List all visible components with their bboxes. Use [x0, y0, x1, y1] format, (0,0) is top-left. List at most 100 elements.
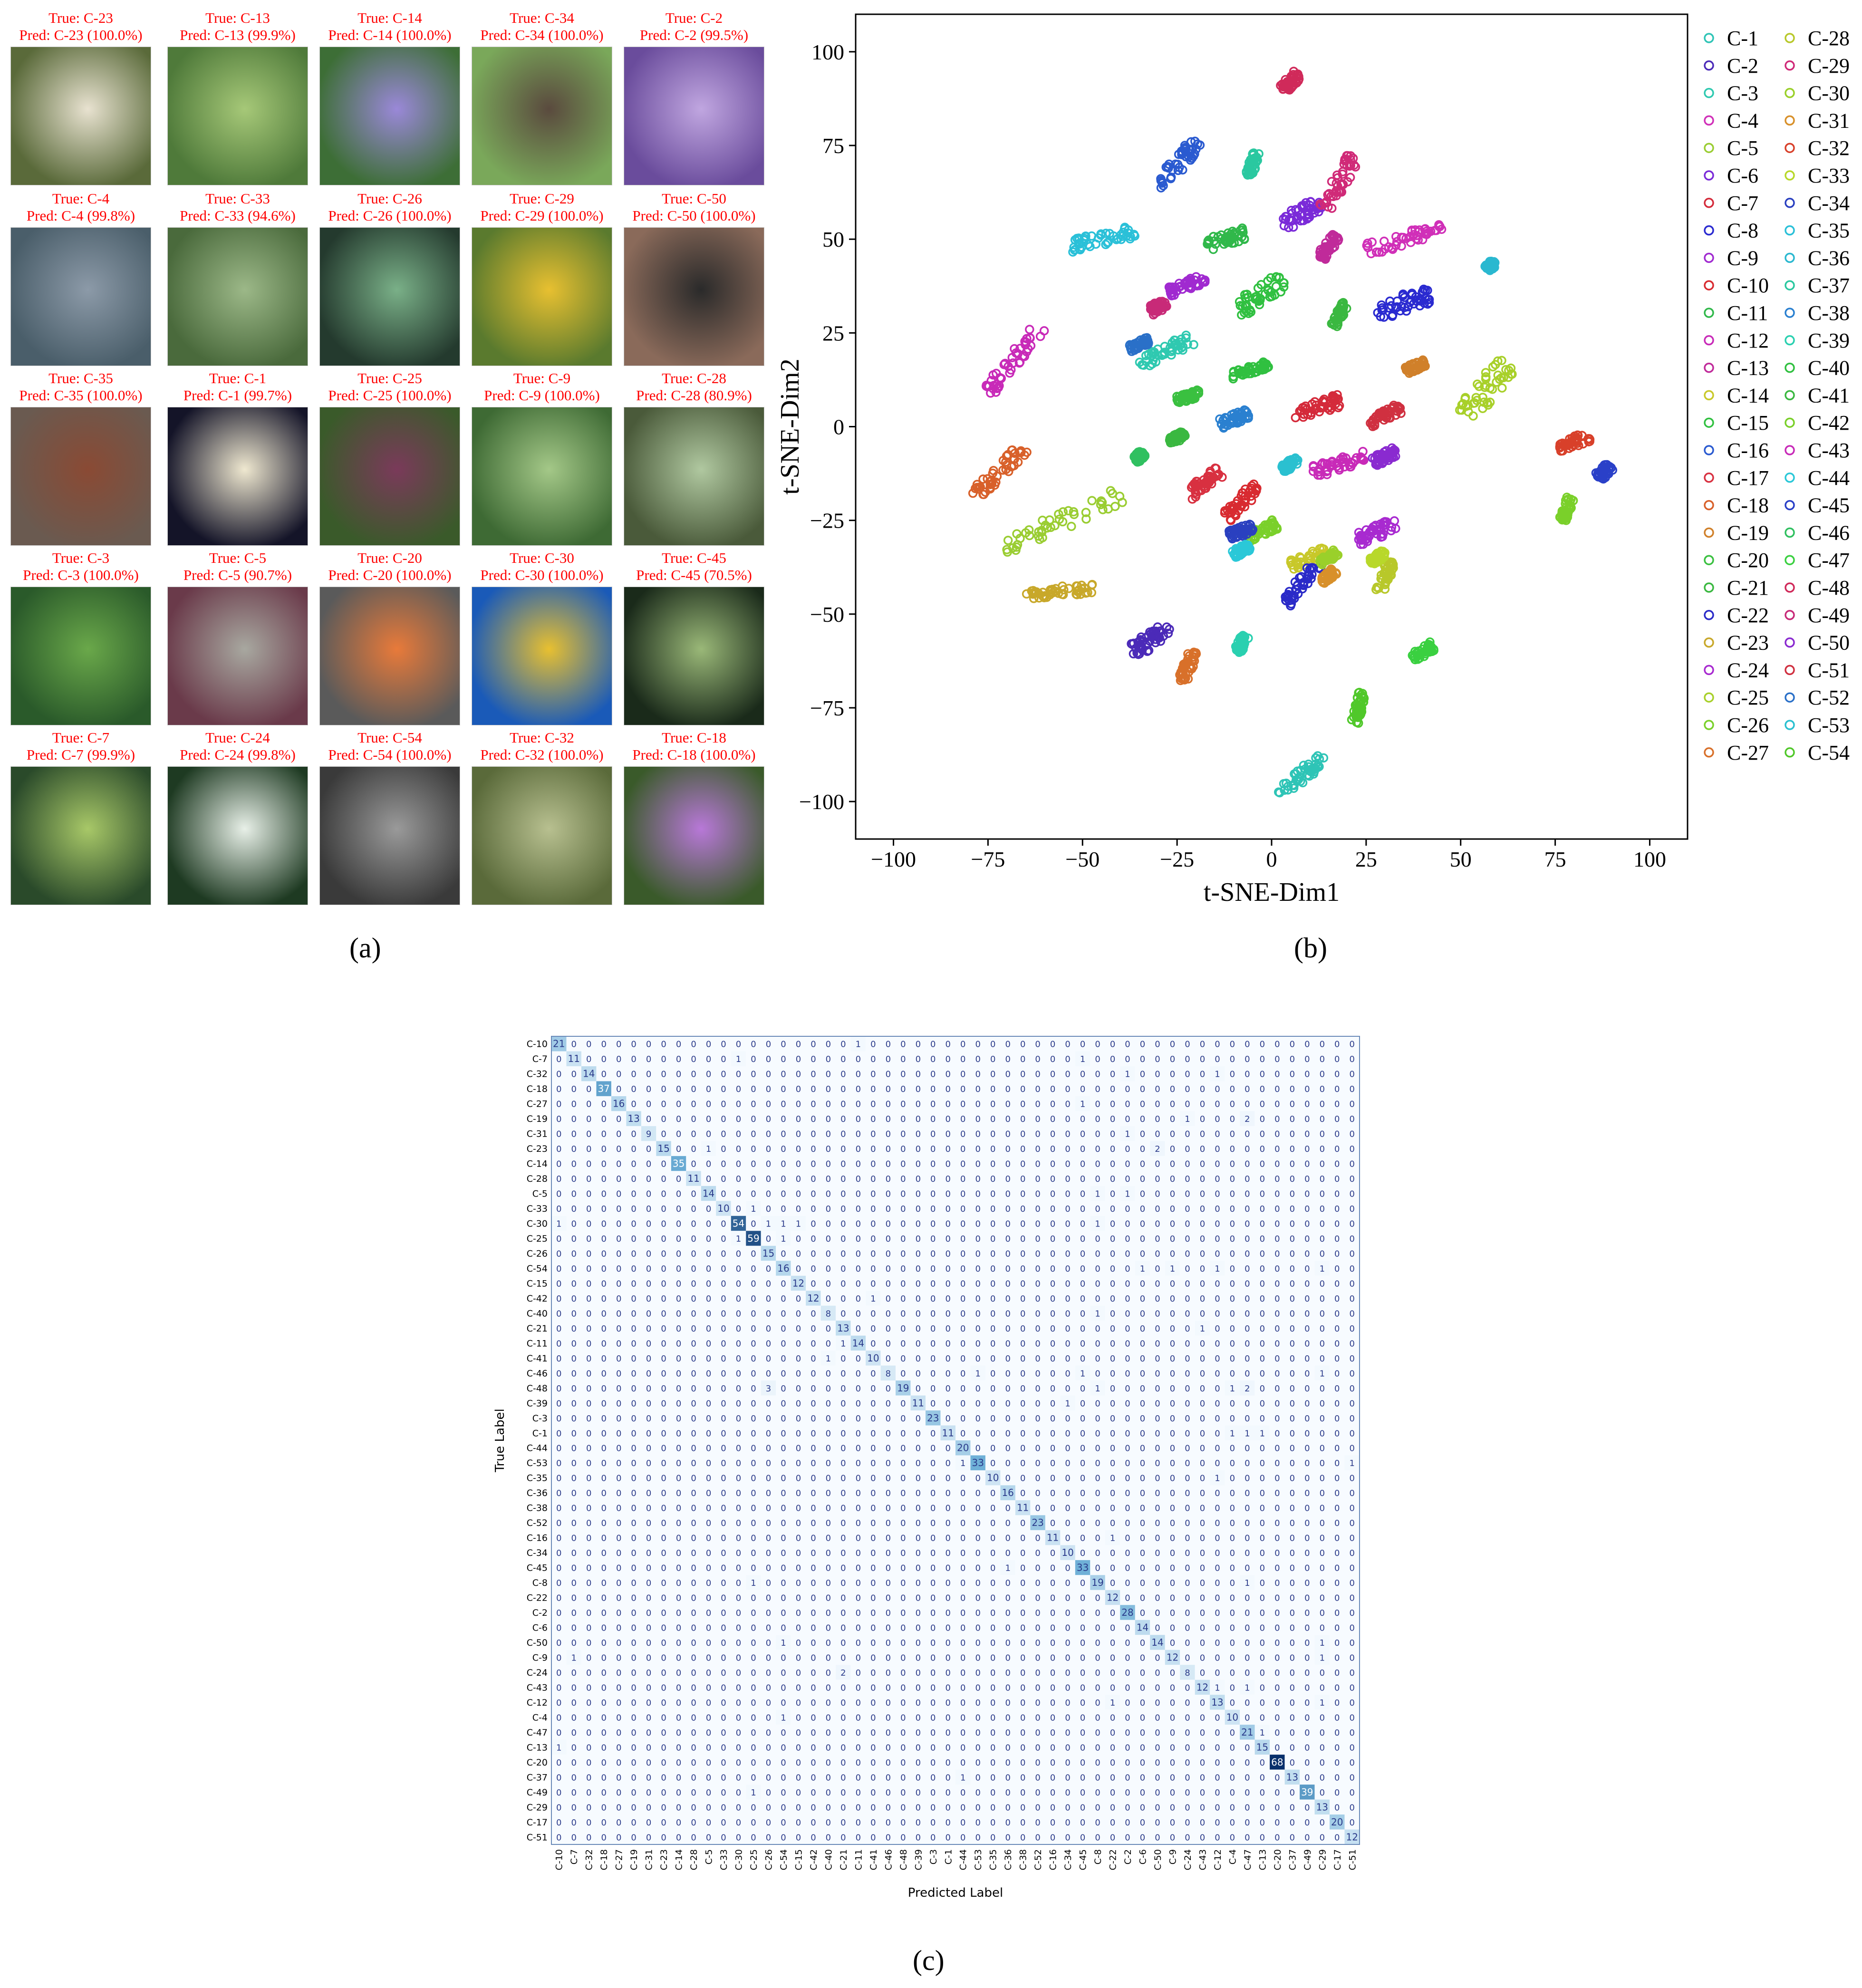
matrix-cell	[1135, 1036, 1150, 1052]
cluster-c-13	[1315, 230, 1343, 264]
x-tick-label: −25	[1160, 847, 1194, 871]
cell-value: 0	[1170, 1040, 1175, 1050]
cell-value: 0	[840, 1294, 846, 1304]
cluster-c-50	[1368, 443, 1400, 470]
cell-value: 0	[766, 1054, 771, 1064]
cluster-c-54	[1347, 687, 1369, 728]
scatter-point	[1166, 173, 1176, 182]
cluster-c-34	[1225, 520, 1258, 544]
scatter-point	[1287, 592, 1297, 602]
cell-value: 0	[1020, 1294, 1025, 1304]
matrix-cell	[836, 1051, 851, 1066]
matrix-cell	[716, 1051, 731, 1066]
legend-item: C-44	[1785, 466, 1850, 490]
cell-value: 0	[1005, 1084, 1010, 1094]
sample-photo	[167, 766, 308, 905]
cell-value: 0	[900, 1129, 906, 1139]
cell-value: 0	[945, 1144, 951, 1154]
cell-value: 0	[571, 1294, 576, 1304]
scatter-point	[1311, 404, 1320, 414]
scatter-point	[1353, 718, 1363, 728]
cell-value: 0	[1140, 1040, 1145, 1050]
cell-value: 0	[751, 1129, 756, 1139]
cell-value: 1	[796, 1219, 801, 1229]
scatter-point	[1373, 554, 1382, 563]
cluster-c-23	[1022, 579, 1097, 603]
scatter-point	[1299, 201, 1309, 210]
cell-value: 0	[1140, 1084, 1145, 1094]
matrix-cell	[551, 1066, 567, 1081]
cell-value: 0	[826, 1294, 831, 1304]
cell-value: 0	[1110, 1159, 1115, 1169]
cluster-c-12	[1308, 447, 1369, 480]
legend-marker	[1704, 692, 1714, 703]
cell-value: 0	[1155, 1054, 1160, 1064]
legend-item: C-30	[1785, 82, 1850, 105]
cell-value: 0	[1200, 1189, 1205, 1199]
cell-value: 0	[826, 1219, 831, 1229]
scatter-point	[1087, 231, 1097, 241]
cell-value: 0	[616, 1129, 621, 1139]
cell-value: 0	[900, 1324, 906, 1334]
scatter-point	[1304, 766, 1314, 776]
cell-value: 0	[706, 1279, 711, 1289]
cell-value: 0	[646, 1309, 651, 1319]
scatter-point	[1372, 582, 1382, 592]
cell-value: 0	[1020, 1309, 1025, 1319]
legend-item: C-34	[1785, 192, 1850, 215]
cell-value: 0	[571, 1040, 576, 1050]
cell-value: 0	[870, 1234, 876, 1244]
cell-value: 0	[870, 1144, 876, 1154]
cell-value: 0	[616, 1070, 621, 1080]
matrix-cell	[1045, 1066, 1061, 1081]
cell-value: 0	[810, 1324, 816, 1334]
scatter-point	[1429, 645, 1438, 654]
cell-value: 0	[930, 1174, 936, 1184]
matrix-cell	[1045, 1036, 1061, 1052]
legend-marker	[1785, 115, 1795, 126]
cell-value: 0	[751, 1070, 756, 1080]
cell-value: 0	[1304, 1294, 1310, 1304]
scatter-point	[1472, 396, 1482, 405]
matrix-cell	[880, 1051, 896, 1066]
scatter-point	[1138, 360, 1148, 370]
cell-value: 0	[1274, 1279, 1280, 1289]
cell-value: 0	[856, 1070, 861, 1080]
legend-label: C-44	[1808, 466, 1850, 490]
cell-value: 0	[721, 1249, 726, 1259]
cell-value: 0	[1274, 1189, 1280, 1199]
matrix-cell	[910, 1036, 926, 1052]
sample-photo	[10, 766, 151, 905]
cell-value: 0	[1170, 1070, 1175, 1080]
legend-label: C-15	[1727, 411, 1769, 434]
cell-value: 59	[747, 1233, 759, 1244]
cell-value: 0	[781, 1159, 786, 1169]
cell-value: 0	[781, 1309, 786, 1319]
cell-value: 0	[960, 1114, 965, 1124]
cell-value: 0	[766, 1084, 771, 1094]
legend-marker	[1785, 390, 1795, 401]
cell-value: 0	[796, 1204, 801, 1214]
cell-value: 0	[766, 1189, 771, 1199]
cell-value: 0	[1230, 1054, 1235, 1064]
cell-value: 0	[1050, 1144, 1055, 1154]
cell-value: 0	[1200, 1174, 1205, 1184]
cell-value: 0	[1245, 1309, 1250, 1319]
cell-value: 0	[556, 1324, 561, 1334]
matrix-cell	[731, 1066, 746, 1081]
cell-value: 0	[1110, 1084, 1115, 1094]
matrix-cell	[701, 1051, 716, 1066]
scatter-point	[1325, 575, 1335, 584]
scatter-point	[1185, 149, 1195, 159]
sample-cell: True: C-35 Pred: C-35 (100.0%)	[10, 370, 152, 546]
matrix-cell	[1060, 1051, 1075, 1066]
scatter-point	[1351, 700, 1360, 710]
scatter-point	[1138, 645, 1147, 655]
cell-value: 0	[631, 1204, 636, 1214]
pred-label: Pred: C-14 (100.0%)	[328, 27, 452, 43]
scatter-point	[1005, 368, 1014, 378]
cluster-c-27	[1175, 647, 1201, 685]
cell-value: 0	[1200, 1219, 1205, 1229]
cell-value: 0	[886, 1144, 891, 1154]
cell-value: 0	[1215, 1189, 1220, 1199]
